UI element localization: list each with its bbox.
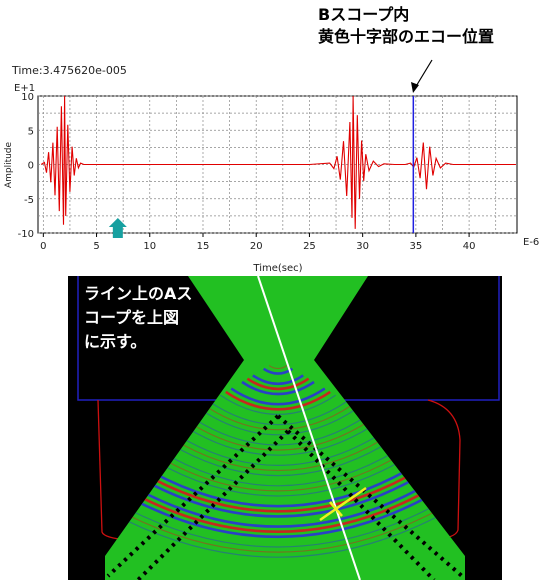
echo-band: [117, 456, 439, 513]
y-tick-label: 0: [28, 161, 34, 172]
echo-band: [187, 414, 369, 446]
amplitude-series-line: [40, 95, 516, 229]
x-tick-label: 15: [197, 241, 210, 252]
caption-line-2: コープを上図: [84, 308, 180, 327]
y-tick-label: 5: [28, 126, 34, 137]
echo-band: [203, 404, 353, 431]
yellow-crosshair-icon[interactable]: [319, 486, 367, 522]
caption-line-1: ライン上のAス: [84, 284, 193, 303]
axis-ticks: 0 5 10 15 20 25 30 35 40 10 5 0 -5 -10: [18, 92, 476, 252]
echo-band: [144, 440, 412, 487]
x-tick-label: 25: [303, 241, 316, 252]
echo-band: [105, 470, 461, 533]
caption-line-3: に示す。: [84, 332, 147, 351]
echo-band: [176, 421, 380, 456]
x-tick-label: 30: [356, 241, 369, 252]
echo-band: [111, 460, 445, 518]
echo-band: [182, 417, 374, 451]
y-tick-label: 10: [21, 92, 34, 103]
scan-line[interactable]: [257, 276, 361, 580]
echo-band: [122, 453, 434, 508]
echo-band: [155, 434, 401, 477]
b-scope-caption: ライン上のAス コープを上図 に示す。: [84, 282, 192, 354]
callout-arrow-line: [414, 59, 433, 89]
echo-band: [139, 444, 417, 492]
annotation-line-1: Bスコープ内: [318, 5, 410, 24]
y-exponent-label: E+1: [14, 83, 35, 94]
x-tick-label: 40: [463, 241, 476, 252]
echo-position-annotation: Bスコープ内 黄色十字部のエコー位置: [318, 4, 494, 48]
echo-band: [241, 380, 315, 396]
annotation-line-2: 黄色十字部のエコー位置: [318, 27, 495, 46]
x-tick-label: 0: [40, 241, 46, 252]
echo-band: [225, 390, 331, 411]
x-tick-label: 10: [143, 241, 156, 252]
echo-band: [160, 431, 396, 471]
x-tick-label: 20: [250, 241, 263, 252]
y-axis-label: Amplitude: [4, 141, 14, 188]
fan-edge-dashes: [106, 414, 464, 580]
echo-band: [220, 394, 336, 415]
callout-arrowhead: [411, 82, 419, 93]
echo-band: [166, 427, 390, 466]
x-tick-label: 35: [410, 241, 423, 252]
x-axis-label: Time(sec): [252, 263, 302, 274]
echo-band: [133, 447, 423, 497]
echo-band: [105, 466, 456, 528]
a-scope-chart: Time:3.475620e-005 E+1 E-6 Time(sec) Amp…: [4, 59, 539, 274]
b-scope-image: [68, 276, 502, 580]
x-tick-label: 5: [93, 241, 99, 252]
echo-band: [252, 374, 304, 386]
echo-band: [209, 401, 347, 426]
x-exponent-label: E-6: [523, 237, 539, 248]
time-readout: Time:3.475620e-005: [11, 64, 127, 77]
y-tick-label: -10: [18, 229, 34, 240]
y-tick-label: -5: [24, 195, 34, 206]
echo-band: [230, 387, 326, 406]
time-marker-icon[interactable]: [108, 218, 127, 238]
echo-band: [198, 407, 358, 436]
echo-band: [246, 377, 310, 391]
echo-band: [268, 364, 288, 370]
